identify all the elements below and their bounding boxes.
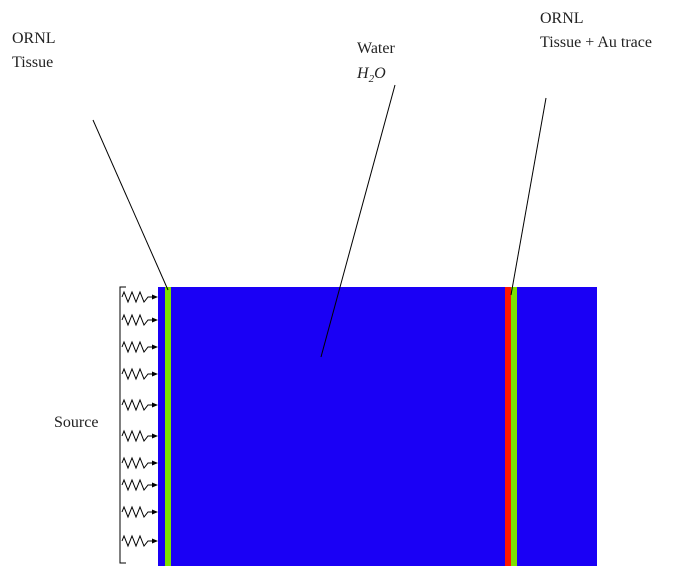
leader-line — [510, 97, 547, 296]
spring — [121, 290, 156, 304]
leader-line — [92, 119, 169, 291]
spring — [121, 340, 156, 354]
leader-line — [320, 84, 396, 358]
arrowhead — [152, 294, 158, 300]
source-springs — [121, 290, 158, 548]
arrowhead — [152, 344, 158, 350]
arrowhead — [152, 460, 158, 466]
arrowhead — [152, 317, 158, 323]
label: Tissue — [12, 54, 53, 71]
spring — [121, 313, 156, 327]
source-bracket — [119, 286, 126, 564]
arrowhead — [152, 433, 158, 439]
arrowhead — [152, 538, 158, 544]
spring — [121, 478, 156, 492]
spring — [121, 429, 156, 443]
arrowhead — [152, 371, 158, 377]
spring — [121, 534, 156, 548]
formula-part: H — [356, 65, 370, 82]
label: Tissue + Au trace — [540, 34, 652, 51]
arrowhead — [152, 402, 158, 408]
label: Water — [357, 40, 395, 57]
label: ORNL — [12, 30, 56, 47]
label: ORNL — [540, 10, 584, 27]
arrowhead — [152, 509, 158, 515]
spring — [121, 367, 156, 381]
tissue-layer-right — [511, 287, 517, 566]
spring — [121, 398, 156, 412]
tissue-layer-left — [165, 287, 171, 566]
water-region — [158, 287, 597, 566]
arrowhead — [152, 482, 158, 488]
formula-part: O — [374, 65, 386, 82]
au-trace-layer — [505, 287, 511, 566]
spring — [121, 505, 156, 519]
spring — [121, 456, 156, 470]
label: Source — [54, 414, 98, 431]
formula-sub: 2 — [369, 73, 375, 85]
formula: H2O — [356, 65, 386, 85]
